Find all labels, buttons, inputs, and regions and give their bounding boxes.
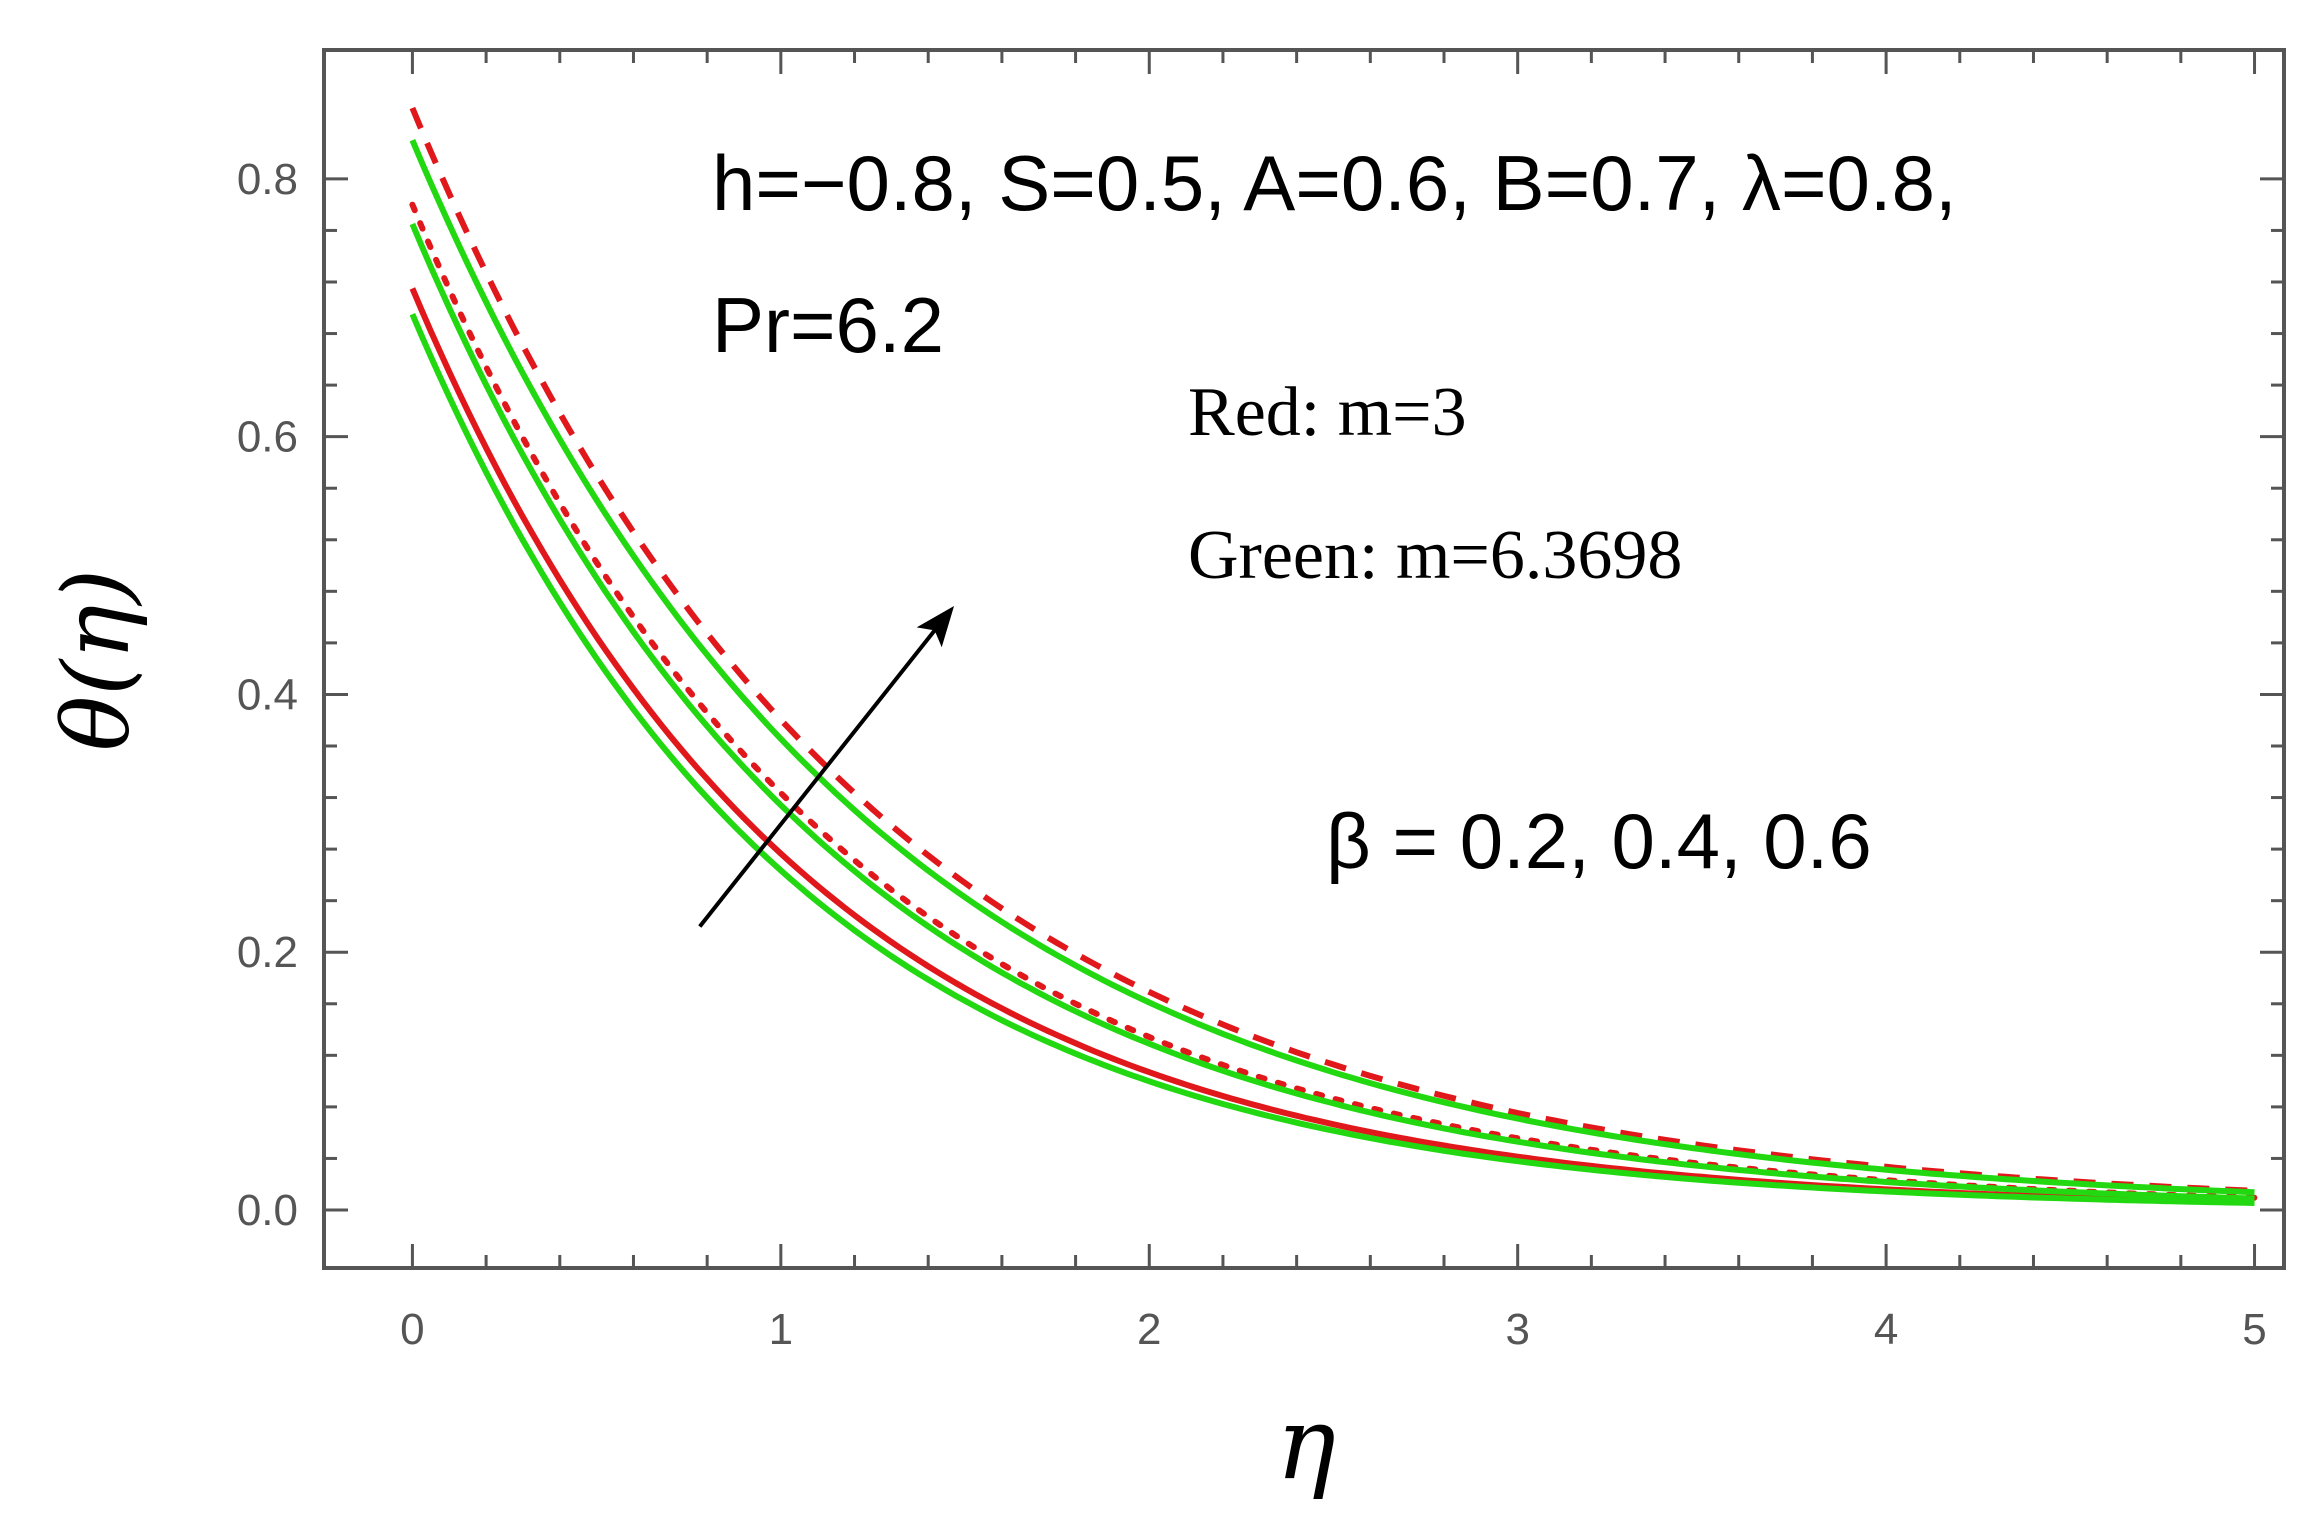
y-axis-title: θ(η): [43, 569, 150, 751]
series-line-green-1: [409, 313, 2255, 1206]
y-tick-label: 0.4: [237, 670, 298, 719]
x-axis-title: η: [1276, 1385, 1336, 1502]
x-tick-label: 4: [1874, 1305, 1898, 1354]
plot-frame: [322, 48, 2286, 1270]
increasing-beta-arrow: [698, 605, 955, 928]
green-legend-label: Green: m=6.3698: [1188, 517, 1682, 594]
axis-ticks: [324, 50, 2284, 1268]
x-tick-label: 3: [1505, 1305, 1529, 1354]
parameters-line-1: h=−0.8, S=0.5, A=0.6, B=0.7, λ=0.8,: [712, 139, 1957, 227]
x-tick-label: 5: [2242, 1305, 2266, 1354]
red-legend-label: Red: m=3: [1188, 374, 1467, 451]
beta-values-label: β = 0.2, 0.4, 0.6: [1326, 797, 1872, 885]
series-group: [409, 106, 2258, 1206]
x-tick-label: 2: [1137, 1305, 1161, 1354]
series-line-green-2: [409, 222, 2255, 1202]
x-tick-labels: 0 1 2 3 4 5: [400, 1305, 2267, 1354]
series-line-red-3: [409, 106, 2255, 1194]
y-tick-label: 0.0: [237, 1186, 298, 1235]
parameters-line-2: Pr=6.2: [712, 281, 944, 369]
y-tick-labels: 0.0 0.2 0.4 0.6 0.8: [237, 155, 298, 1235]
x-tick-label: 0: [400, 1305, 424, 1354]
series-line-green-3: [409, 139, 2255, 1196]
y-tick-label: 0.8: [237, 155, 298, 204]
x-tick-label: 1: [769, 1305, 793, 1354]
y-tick-label: 0.2: [237, 928, 298, 977]
y-tick-label: 0.6: [237, 413, 298, 462]
